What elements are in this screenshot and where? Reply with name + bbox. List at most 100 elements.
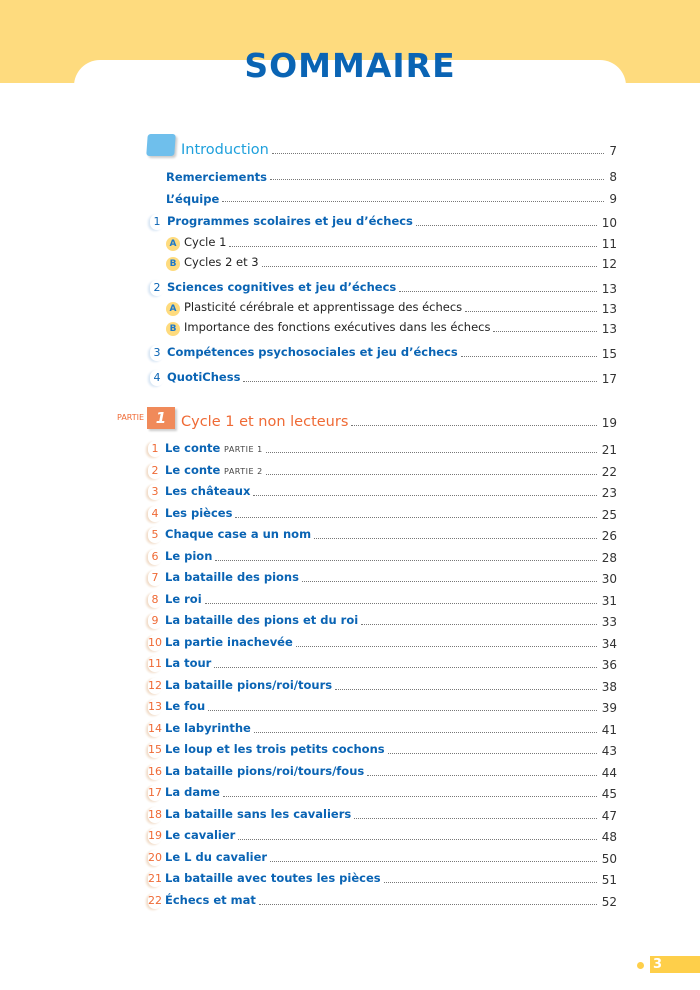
entry-title: Le pion — [165, 548, 213, 563]
toc-lesson[interactable]: 20 Le L du cavalier 50 — [148, 846, 617, 866]
toc-lesson[interactable]: 18 La bataille sans les cavaliers 47 — [148, 803, 617, 823]
entry-label: 7 La bataille des pions — [148, 570, 302, 586]
dot-leader — [271, 153, 605, 154]
dot-leader — [295, 645, 597, 647]
entry-title: Les châteaux — [165, 484, 251, 498]
page-ref: 50 — [601, 851, 617, 866]
entry-title: Cycles 2 et 3 — [184, 255, 259, 269]
dot-leader — [253, 731, 597, 733]
toc-lesson[interactable]: 14 Le labyrinthe 41 — [148, 717, 617, 737]
dot-leader — [208, 710, 597, 711]
toc-part[interactable]: Cycle 1 et non lecteurs 19 — [181, 410, 617, 430]
part-number-badge: 1 — [147, 407, 175, 429]
entry-label: 10 La partie inachevée — [148, 635, 296, 651]
lesson-number: 2 — [148, 463, 162, 479]
toc-lesson[interactable]: 8 Le roi 31 — [148, 588, 618, 608]
lesson-number: 16 — [148, 764, 162, 778]
toc-chapter[interactable]: 1 Programmes scolaires et jeu d’échecs 10 — [150, 210, 618, 230]
toc-lesson[interactable]: 10 La partie inachevée 34 — [148, 631, 617, 651]
toc-lesson[interactable]: 6 Le pion 28 — [148, 545, 618, 565]
page-dot — [637, 962, 644, 969]
entry-label: 4 QuotiChess — [150, 370, 243, 386]
dot-leader — [253, 495, 597, 496]
dot-leader — [383, 882, 597, 883]
dot-leader — [301, 581, 597, 582]
toc-lesson[interactable]: 22 Échecs et mat 52 — [148, 889, 617, 909]
part-prefix: PARTIE — [117, 413, 145, 422]
toc-introduction[interactable]: Introduction 7 — [181, 138, 617, 158]
toc-lesson[interactable]: 1 Le conte PARTIE 1 21 — [148, 437, 618, 457]
page-ref: 13 — [601, 322, 617, 336]
toc-lesson[interactable]: 11 La tour 36 — [148, 652, 617, 672]
dot-leader — [204, 602, 597, 604]
toc-chapter[interactable]: 3 Compétences psychosociales et jeu d’éch… — [150, 341, 618, 361]
toc-lesson[interactable]: 21 La bataille avec toutes les pièces 51 — [148, 867, 617, 887]
entry-title: Sciences cognitives et jeu d’échecs — [167, 280, 397, 294]
entry-title: Chaque case a un nom — [165, 527, 312, 541]
dot-leader — [222, 201, 605, 202]
entry-label: B Importance des fonctions exécutives dan… — [166, 320, 493, 336]
toc-intro-item[interactable]: L’équipe 9 — [166, 186, 617, 206]
entry-label: 8 Le roi — [148, 592, 205, 608]
dot-leader — [229, 246, 597, 247]
entry-label: 4 Les pièces — [148, 506, 235, 522]
entry-title: La bataille pions/roi/tours/fous — [165, 763, 365, 778]
toc-subsection[interactable]: B Cycles 2 et 3 12 — [166, 251, 617, 271]
entry-title: Introduction — [181, 142, 269, 158]
page-ref: 7 — [609, 144, 617, 158]
toc-intro-item[interactable]: Remerciements 8 — [166, 164, 617, 184]
toc-lesson[interactable]: 5 Chaque case a un nom 26 — [148, 523, 618, 543]
page-ref: 52 — [601, 894, 617, 909]
lesson-number: 8 — [148, 592, 162, 608]
section-letter-badge: B — [166, 257, 180, 271]
toc-lesson[interactable]: 16 La bataille pions/roi/tours/fous 44 — [148, 760, 617, 780]
toc-chapter[interactable]: 2 Sciences cognitives et jeu d’échecs 13 — [150, 276, 618, 296]
entry-title: Le fou — [165, 699, 206, 713]
page-ref: 11 — [601, 237, 617, 251]
dot-leader — [258, 903, 597, 905]
entry-label: 17 La dame — [148, 785, 223, 801]
dot-leader — [314, 538, 597, 539]
page-ref: 43 — [601, 744, 617, 758]
lesson-number: 12 — [148, 678, 162, 692]
entry-title: La bataille pions/roi/tours — [165, 677, 333, 692]
entry-label: A Plasticité cérébrale et apprentissage d… — [166, 300, 465, 316]
dot-leader — [238, 839, 597, 840]
toc-subsection[interactable]: A Cycle 1 11 — [166, 231, 617, 251]
page-number: 3 — [650, 956, 700, 973]
toc-lesson[interactable]: 15 Le loup et les trois petits cochons 43 — [148, 738, 617, 758]
entry-label: 19 Le cavalier — [148, 828, 238, 844]
entry-label: 14 Le labyrinthe — [148, 721, 254, 737]
page-ref: 48 — [601, 830, 617, 844]
dot-leader — [465, 311, 597, 312]
entry-title: Le roi — [165, 591, 202, 606]
toc-lesson[interactable]: 7 La bataille des pions 30 — [148, 566, 618, 586]
toc-lesson[interactable]: 9 La bataille des pions et du roi 33 — [148, 609, 618, 629]
section-letter-badge: B — [166, 322, 180, 336]
toc-lesson[interactable]: 2 Le conte PARTIE 2 22 — [148, 459, 618, 479]
lesson-number: 21 — [148, 872, 162, 885]
toc-lesson[interactable]: 4 Les pièces 25 — [148, 502, 618, 522]
toc-subsection[interactable]: B Importance des fonctions exécutives dan… — [166, 316, 617, 336]
entry-title: Programmes scolaires et jeu d’échecs — [167, 214, 413, 228]
entry-label: 20 Le L du cavalier — [148, 850, 270, 866]
lesson-number: 13 — [148, 700, 162, 713]
toc-subsection[interactable]: A Plasticité cérébrale et apprentissage d… — [166, 296, 617, 316]
entry-label: 2 Sciences cognitives et jeu d’échecs — [150, 280, 399, 296]
entry-title: Cycle 1 et non lecteurs — [181, 414, 349, 430]
toc-lesson[interactable]: 3 Les châteaux 23 — [148, 480, 618, 500]
page-ref: 19 — [601, 416, 617, 430]
page-ref: 15 — [601, 347, 617, 361]
entry-label: 1 Le conte PARTIE 1 — [148, 441, 266, 457]
lesson-number: 15 — [148, 743, 162, 756]
toc-lesson[interactable]: 13 Le fou 39 — [148, 695, 617, 715]
toc-chapter[interactable]: 4 QuotiChess 17 — [150, 366, 618, 386]
page-ref: 26 — [601, 529, 617, 543]
entry-title: Le conte — [165, 441, 221, 455]
toc-lesson[interactable]: 19 Le cavalier 48 — [148, 824, 617, 844]
entry-label: Cycle 1 et non lecteurs — [181, 414, 351, 430]
toc-lesson[interactable]: 12 La bataille pions/roi/tours 38 — [148, 674, 617, 694]
dot-leader — [351, 425, 597, 426]
page-ref: 23 — [601, 486, 617, 500]
toc-lesson[interactable]: 17 La dame 45 — [148, 781, 617, 801]
